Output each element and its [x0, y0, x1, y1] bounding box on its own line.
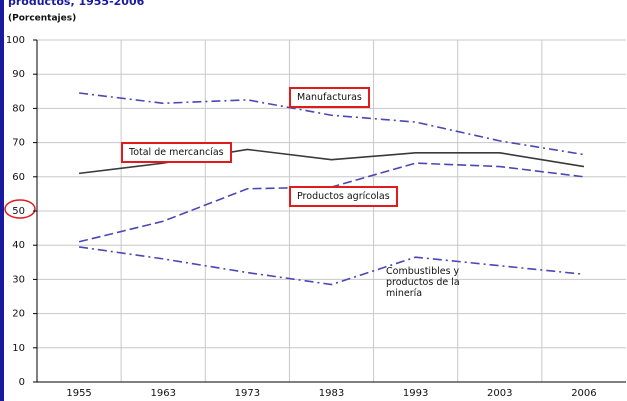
x-tick-label: 1963 [150, 388, 175, 399]
x-tick-label: 2006 [571, 388, 596, 399]
y-tick-label: 60 [12, 172, 25, 183]
y-tick-label: 50 [12, 206, 25, 217]
series-line [78, 92, 585, 156]
series-annotation: Manufacturas [289, 87, 370, 108]
y-tick-label: 90 [12, 69, 25, 80]
x-tick-label: 1983 [319, 388, 344, 399]
y-tick-label: 30 [12, 274, 25, 285]
y-tick-label: 100 [6, 35, 25, 46]
series-line [78, 246, 585, 286]
series-line [78, 148, 585, 175]
x-tick-label: 1993 [403, 388, 428, 399]
series-annotation: Combustibles y productos de la minería [386, 266, 460, 299]
x-tick-label: 1973 [235, 388, 260, 399]
highlight-circle [4, 199, 36, 219]
side-bar [0, 0, 4, 401]
y-tick-label: 80 [12, 103, 25, 114]
series-annotation: Total de mercancías [121, 142, 232, 163]
y-tick-label: 0 [19, 377, 25, 388]
y-tick-label: 70 [12, 138, 25, 149]
series-annotation: Productos agrícolas [289, 186, 398, 207]
chart-subtitle: (Porcentajes) [8, 14, 76, 24]
x-tick-label: 2003 [487, 388, 512, 399]
y-tick-label: 10 [12, 343, 25, 354]
x-tick-label: 1955 [66, 388, 91, 399]
chart-title: productos, 1955-2006 [8, 0, 145, 8]
y-tick-label: 20 [12, 309, 25, 320]
y-tick-label: 40 [12, 240, 25, 251]
